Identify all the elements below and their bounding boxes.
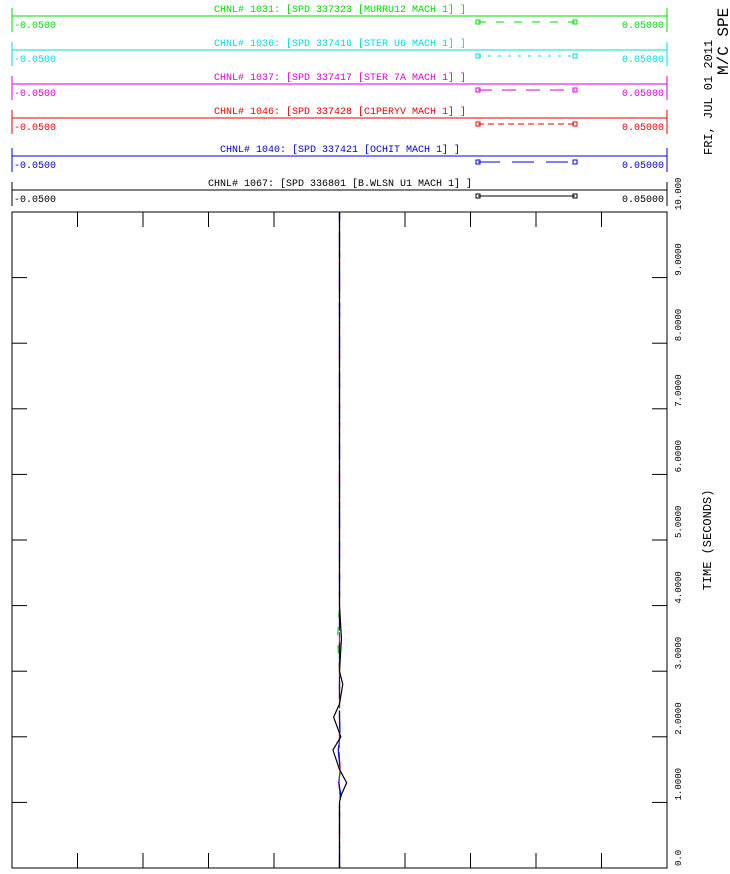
range-label: 0.05000 bbox=[622, 55, 664, 66]
legend-marker bbox=[572, 159, 578, 165]
legend-marker bbox=[572, 87, 578, 93]
y-tick-label: 2.0000 bbox=[674, 702, 684, 734]
range-label: -0.0500 bbox=[14, 89, 56, 100]
legend-label: CHNL# 1037: [SPD 337417 [STER 7A MACH 1]… bbox=[214, 72, 466, 84]
range-label: -0.0500 bbox=[14, 21, 56, 32]
legend-marker bbox=[475, 19, 481, 25]
legend-marker bbox=[572, 193, 578, 199]
range-label: 0.05000 bbox=[622, 195, 664, 206]
legend-label: CHNL# 1067: [SPD 336801 [B.WLSN U1 MACH … bbox=[208, 178, 472, 190]
legend-marker bbox=[572, 19, 578, 25]
legend-label: CHNL# 1046: [SPD 337428 [C1PERYV MACH 1]… bbox=[214, 106, 466, 118]
range-label: 0.05000 bbox=[622, 123, 664, 134]
axis-label: TIME (SECONDS) bbox=[701, 490, 715, 591]
subtitle: M/C SPE bbox=[715, 8, 730, 75]
y-tick-label: 1.0000 bbox=[674, 768, 684, 800]
range-label: -0.0500 bbox=[14, 55, 56, 66]
legend-marker bbox=[572, 53, 578, 59]
range-label: 0.05000 bbox=[622, 21, 664, 32]
range-label: -0.0500 bbox=[14, 195, 56, 206]
y-tick-label: 10.000 bbox=[674, 178, 684, 210]
y-tick-label: 7.0000 bbox=[674, 374, 684, 406]
y-tick-label: 0.0 bbox=[674, 850, 684, 866]
legend-label: CHNL# 1031: [SPD 337323 [MURRU12 MACH 1]… bbox=[214, 4, 466, 16]
range-label: -0.0500 bbox=[14, 123, 56, 134]
legend-label: CHNL# 1036: [SPD 337416 [STER U6 MACH 1]… bbox=[214, 38, 466, 50]
legend-label: CHNL# 1040: [SPD 337421 [OCHIT MACH 1] ] bbox=[220, 144, 460, 156]
range-label: -0.0500 bbox=[14, 161, 56, 172]
y-tick-label: 9.0000 bbox=[674, 243, 684, 275]
legend-marker bbox=[475, 193, 481, 199]
y-tick-label: 6.0000 bbox=[674, 440, 684, 472]
y-tick-label: 3.0000 bbox=[674, 637, 684, 669]
series-line bbox=[332, 212, 348, 868]
range-label: 0.05000 bbox=[622, 161, 664, 172]
legend-marker bbox=[475, 159, 481, 165]
y-tick-label: 5.0000 bbox=[674, 506, 684, 538]
legend-marker bbox=[475, 53, 481, 59]
y-tick-label: 4.0000 bbox=[674, 571, 684, 603]
date: FRI, JUL 01 2011 bbox=[702, 40, 716, 155]
legend-marker bbox=[475, 87, 481, 93]
range-label: 0.05000 bbox=[622, 89, 664, 100]
legend-marker bbox=[572, 121, 578, 127]
y-tick-label: 8.0000 bbox=[674, 309, 684, 341]
legend-marker bbox=[475, 121, 481, 127]
